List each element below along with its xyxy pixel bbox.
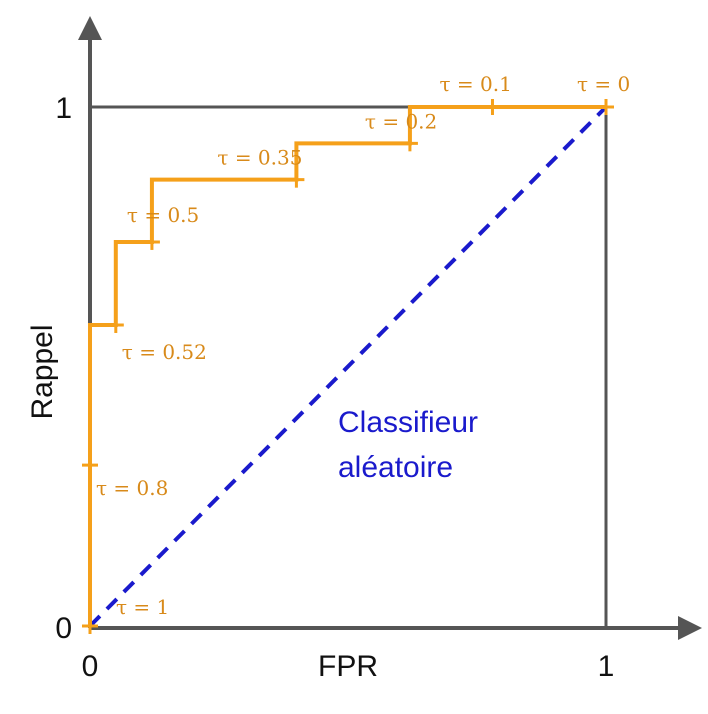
- threshold-label: τ = 0: [577, 72, 630, 96]
- threshold-label: τ = 0.35: [217, 146, 302, 170]
- threshold-label: τ = 0.52: [122, 340, 207, 364]
- threshold-label: τ = 0.2: [365, 109, 437, 133]
- threshold-label: τ = 0.8: [96, 476, 168, 500]
- threshold-label: τ = 0.5: [127, 203, 199, 227]
- random-classifier-label-line1: Classifieur: [338, 406, 478, 439]
- y-tick-0: 0: [55, 612, 72, 645]
- y-axis-label: Rappel: [26, 324, 59, 419]
- x-tick-1: 1: [598, 650, 615, 683]
- random-classifier-line: [88, 105, 608, 628]
- roc-curve-line: [88, 105, 606, 626]
- threshold-label: τ = 1: [116, 595, 169, 619]
- plot-area: τ = 1 τ = 0.8 τ = 0.52 τ = 0.5 τ = 0.35 τ = 0…: [82, 72, 630, 634]
- threshold-label: τ = 0.1: [439, 72, 511, 96]
- y-tick-1: 1: [55, 92, 72, 125]
- x-tick-0: 0: [82, 650, 99, 683]
- x-axis-label: FPR: [318, 650, 378, 683]
- random-classifier-label-line2: aléatoire: [338, 451, 453, 484]
